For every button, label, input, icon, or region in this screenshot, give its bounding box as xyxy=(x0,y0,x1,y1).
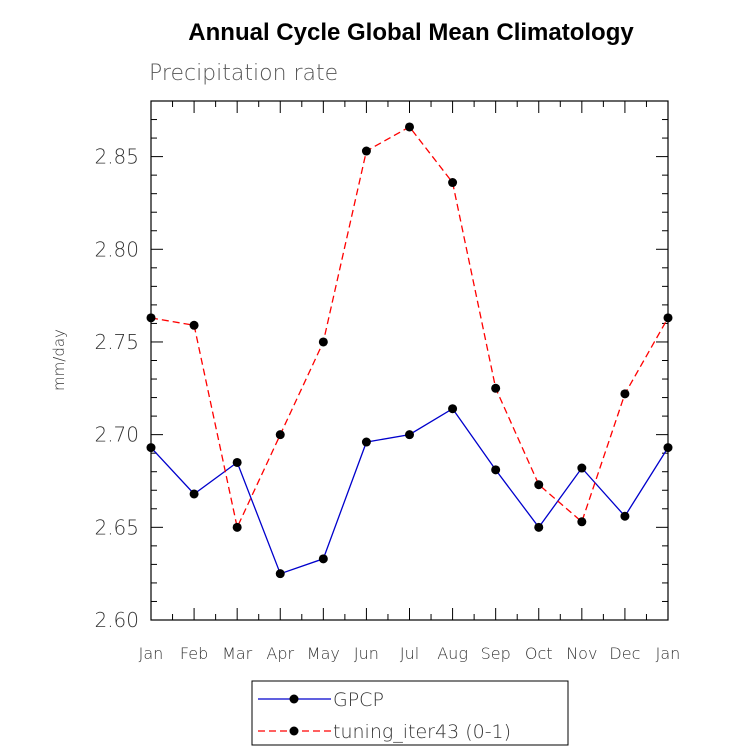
data-point xyxy=(232,457,242,467)
data-point xyxy=(318,337,328,347)
data-point xyxy=(620,389,630,399)
series-layer xyxy=(146,122,673,579)
y-tick-label: 2.65 xyxy=(94,515,139,539)
data-point xyxy=(146,313,156,323)
data-point xyxy=(448,178,458,188)
data-point xyxy=(232,522,242,532)
data-point xyxy=(189,320,199,330)
legend-box xyxy=(251,680,569,746)
axis-ticks xyxy=(150,100,669,621)
chart-subtitle: Precipitation rate xyxy=(149,61,338,86)
y-tick-label: 2.60 xyxy=(94,608,139,632)
x-tick-label: Nov xyxy=(566,644,597,663)
x-tick-labels: Jan Feb Mar Apr May Jun Jul Aug Sep Oct Nov Dec Jan xyxy=(139,644,681,663)
y-tick-label: 2.75 xyxy=(94,330,139,354)
legend-label: GPCP xyxy=(333,689,384,711)
data-point xyxy=(275,569,285,579)
legend-marker xyxy=(289,726,299,736)
data-point xyxy=(405,430,414,440)
x-tick-label: Mar xyxy=(222,644,253,663)
x-tick-label: Jan xyxy=(656,644,681,663)
data-point xyxy=(577,517,587,527)
x-tick-label: Jan xyxy=(139,644,164,663)
data-point xyxy=(318,554,328,564)
plot-area-frame xyxy=(150,100,669,621)
data-point xyxy=(491,383,501,393)
y-tick-label: 2.85 xyxy=(94,145,139,169)
x-tick-label: Jun xyxy=(354,644,379,663)
data-point xyxy=(663,443,673,453)
x-tick-label: Dec xyxy=(609,644,640,663)
data-point xyxy=(577,463,587,473)
x-tick-label: Jul xyxy=(400,644,419,663)
x-tick-label: Aug xyxy=(437,644,468,663)
x-tick-label: Apr xyxy=(266,644,294,663)
data-point xyxy=(146,443,156,453)
legend: GPCP tuning_iter43 (0-1) xyxy=(251,680,569,746)
y-axis-label: mm/day xyxy=(50,329,68,391)
series-line xyxy=(150,126,669,530)
data-point xyxy=(275,430,285,440)
x-tick-label: Sep xyxy=(481,644,511,663)
series-1 xyxy=(146,122,673,532)
data-point xyxy=(491,465,501,475)
series-0 xyxy=(146,404,673,579)
data-point xyxy=(361,146,371,156)
legend-label: tuning_iter43 (0-1) xyxy=(333,721,511,743)
x-tick-label: Feb xyxy=(180,644,208,663)
data-point xyxy=(405,122,414,132)
chart-title: Annual Cycle Global Mean Climatology xyxy=(188,19,634,46)
y-tick-labels: 2.60 2.65 2.70 2.75 2.80 2.85 xyxy=(94,145,139,632)
data-point xyxy=(663,313,673,323)
data-point xyxy=(189,489,199,499)
data-point xyxy=(534,522,544,532)
x-tick-label: May xyxy=(307,644,340,663)
data-point xyxy=(448,404,458,414)
data-point xyxy=(534,480,544,490)
y-tick-label: 2.70 xyxy=(94,423,139,447)
y-tick-label: 2.80 xyxy=(94,237,139,261)
data-point xyxy=(620,511,630,521)
legend-marker xyxy=(289,694,299,704)
x-tick-label: Oct xyxy=(525,644,553,663)
data-point xyxy=(361,437,371,447)
